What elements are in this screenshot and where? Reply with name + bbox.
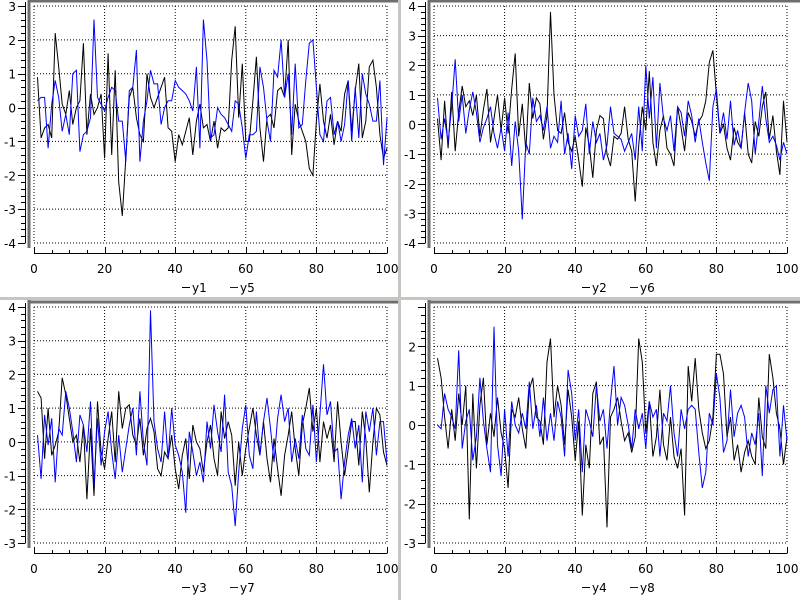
x-tick-label: 80: [709, 262, 724, 276]
legend-label-y1: y1: [192, 281, 207, 295]
legend-label-y3: y3: [192, 581, 207, 595]
legend-label-y5: y5: [240, 281, 255, 295]
chart-panel-1: -4 -3 -2 -1 0 1 2 3 0 20 40 60 80 100 y1 y5: [0, 0, 400, 300]
y-tick-label: -3: [404, 207, 416, 221]
x-tick-label: 60: [238, 262, 253, 276]
series-line-y4: [437, 338, 788, 528]
series-line-y6: [437, 59, 788, 220]
x-tick-label: 60: [638, 562, 653, 576]
x-tick-label: 40: [568, 562, 583, 576]
x-tick-label: 40: [568, 262, 583, 276]
x-tick-label: 60: [238, 562, 253, 576]
y-tick-label: -3: [404, 537, 416, 551]
y-tick-label: 0: [408, 119, 416, 133]
x-tick-label: 20: [97, 262, 112, 276]
x-tick-label: 80: [709, 562, 724, 576]
panel-splitter-horizontal[interactable]: [0, 297, 800, 300]
y-tick-label: -2: [404, 178, 416, 192]
series-line-y3: [37, 377, 388, 500]
series-line-y5: [37, 19, 388, 166]
y-tick-label: -4: [404, 237, 416, 251]
x-tick-label: 20: [497, 262, 512, 276]
y-tick-label: 0: [8, 102, 16, 116]
x-tick-label: 80: [309, 562, 324, 576]
y-tick-label: 0: [408, 419, 416, 433]
x-tick-label: 40: [168, 262, 183, 276]
y-tick-label: 2: [8, 34, 16, 48]
y-tick-label: 3: [8, 335, 16, 349]
y-tick-label: -2: [404, 498, 416, 512]
y-tick-label: -1: [4, 135, 16, 149]
x-tick-label: 60: [638, 262, 653, 276]
y-tick-label: -3: [4, 203, 16, 217]
x-tick-label: 0: [30, 262, 38, 276]
chart-panel-2: -4 -3 -2 -1 0 1 2 3 4 0 20 40 60 80 100 y2 y6: [400, 0, 800, 300]
y-tick-label: -1: [404, 458, 416, 472]
x-tick-label: 100: [376, 262, 399, 276]
y-tick-label: 3: [8, 0, 16, 14]
x-tick-label: 100: [776, 562, 799, 576]
y-tick-label: -2: [4, 503, 16, 517]
series-line-y1: [37, 26, 388, 216]
x-tick-label: 40: [168, 562, 183, 576]
legend-label-y2: y2: [592, 281, 607, 295]
legend-label-y7: y7: [240, 581, 255, 595]
legend-label-y4: y4: [592, 581, 607, 595]
y-tick-label: 1: [8, 402, 16, 416]
y-tick-label: -4: [4, 237, 16, 251]
series-line-y8: [437, 326, 788, 489]
x-tick-label: 20: [97, 562, 112, 576]
x-tick-label: 0: [30, 562, 38, 576]
y-tick-label: -1: [404, 148, 416, 162]
y-tick-label: 4: [8, 301, 16, 315]
y-tick-label: 3: [408, 30, 416, 44]
y-tick-label: 4: [408, 0, 416, 14]
x-tick-label: 100: [376, 562, 399, 576]
y-tick-label: 0: [8, 436, 16, 450]
y-tick-label: -2: [4, 169, 16, 183]
x-tick-label: 0: [430, 562, 438, 576]
x-tick-label: 100: [776, 262, 799, 276]
panel-splitter-vertical[interactable]: [398, 0, 401, 600]
x-tick-label: 0: [430, 262, 438, 276]
x-tick-label: 20: [497, 562, 512, 576]
chart-panel-4: -3 -2 -1 0 1 2 0 20 40 60 80 100 y4 y8: [400, 300, 800, 600]
x-tick-label: 80: [309, 262, 324, 276]
y-tick-label: 2: [408, 340, 416, 354]
y-tick-label: -1: [4, 470, 16, 484]
chart-svg-1: -4 -3 -2 -1 0 1 2 3 0 20 40 60 80 100 y1 y5: [4, 0, 400, 295]
series-line-y7: [37, 310, 388, 527]
legend-label-y6: y6: [640, 281, 655, 295]
y-tick-label: 2: [408, 59, 416, 73]
y-tick-label: -3: [4, 537, 16, 551]
y-tick-label: 1: [8, 68, 16, 82]
y-tick-label: 1: [408, 89, 416, 103]
series-line-y2: [437, 11, 788, 202]
y-tick-label: 1: [408, 380, 416, 394]
chart-panel-3: -3 -2 -1 0 1 2 3 4 0 20 40 60 80 100 y3 y7: [0, 300, 400, 600]
y-tick-label: 2: [8, 368, 16, 382]
legend-label-y8: y8: [640, 581, 655, 595]
